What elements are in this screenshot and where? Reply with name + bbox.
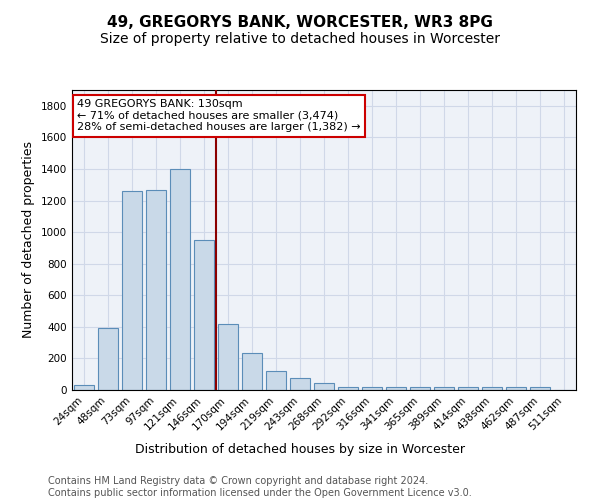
Bar [530, 387, 550, 390]
Y-axis label: Number of detached properties: Number of detached properties [22, 142, 35, 338]
Bar [506, 387, 526, 390]
Bar [362, 387, 382, 390]
Text: 49, GREGORYS BANK, WORCESTER, WR3 8PG: 49, GREGORYS BANK, WORCESTER, WR3 8PG [107, 15, 493, 30]
Bar [98, 328, 118, 390]
Bar [218, 324, 238, 390]
Bar [194, 240, 214, 390]
Bar [338, 387, 358, 390]
Bar [122, 191, 142, 390]
Bar [146, 190, 166, 390]
Bar [434, 387, 454, 390]
Bar [482, 387, 502, 390]
Bar [242, 353, 262, 390]
Text: Size of property relative to detached houses in Worcester: Size of property relative to detached ho… [100, 32, 500, 46]
Bar [170, 169, 190, 390]
Bar [290, 378, 310, 390]
Text: Distribution of detached houses by size in Worcester: Distribution of detached houses by size … [135, 442, 465, 456]
Bar [410, 387, 430, 390]
Bar [266, 371, 286, 390]
Bar [74, 386, 94, 390]
Bar [386, 387, 406, 390]
Text: 49 GREGORYS BANK: 130sqm
← 71% of detached houses are smaller (3,474)
28% of sem: 49 GREGORYS BANK: 130sqm ← 71% of detach… [77, 99, 361, 132]
Bar [458, 387, 478, 390]
Text: Contains HM Land Registry data © Crown copyright and database right 2024.
Contai: Contains HM Land Registry data © Crown c… [48, 476, 472, 498]
Bar [314, 383, 334, 390]
